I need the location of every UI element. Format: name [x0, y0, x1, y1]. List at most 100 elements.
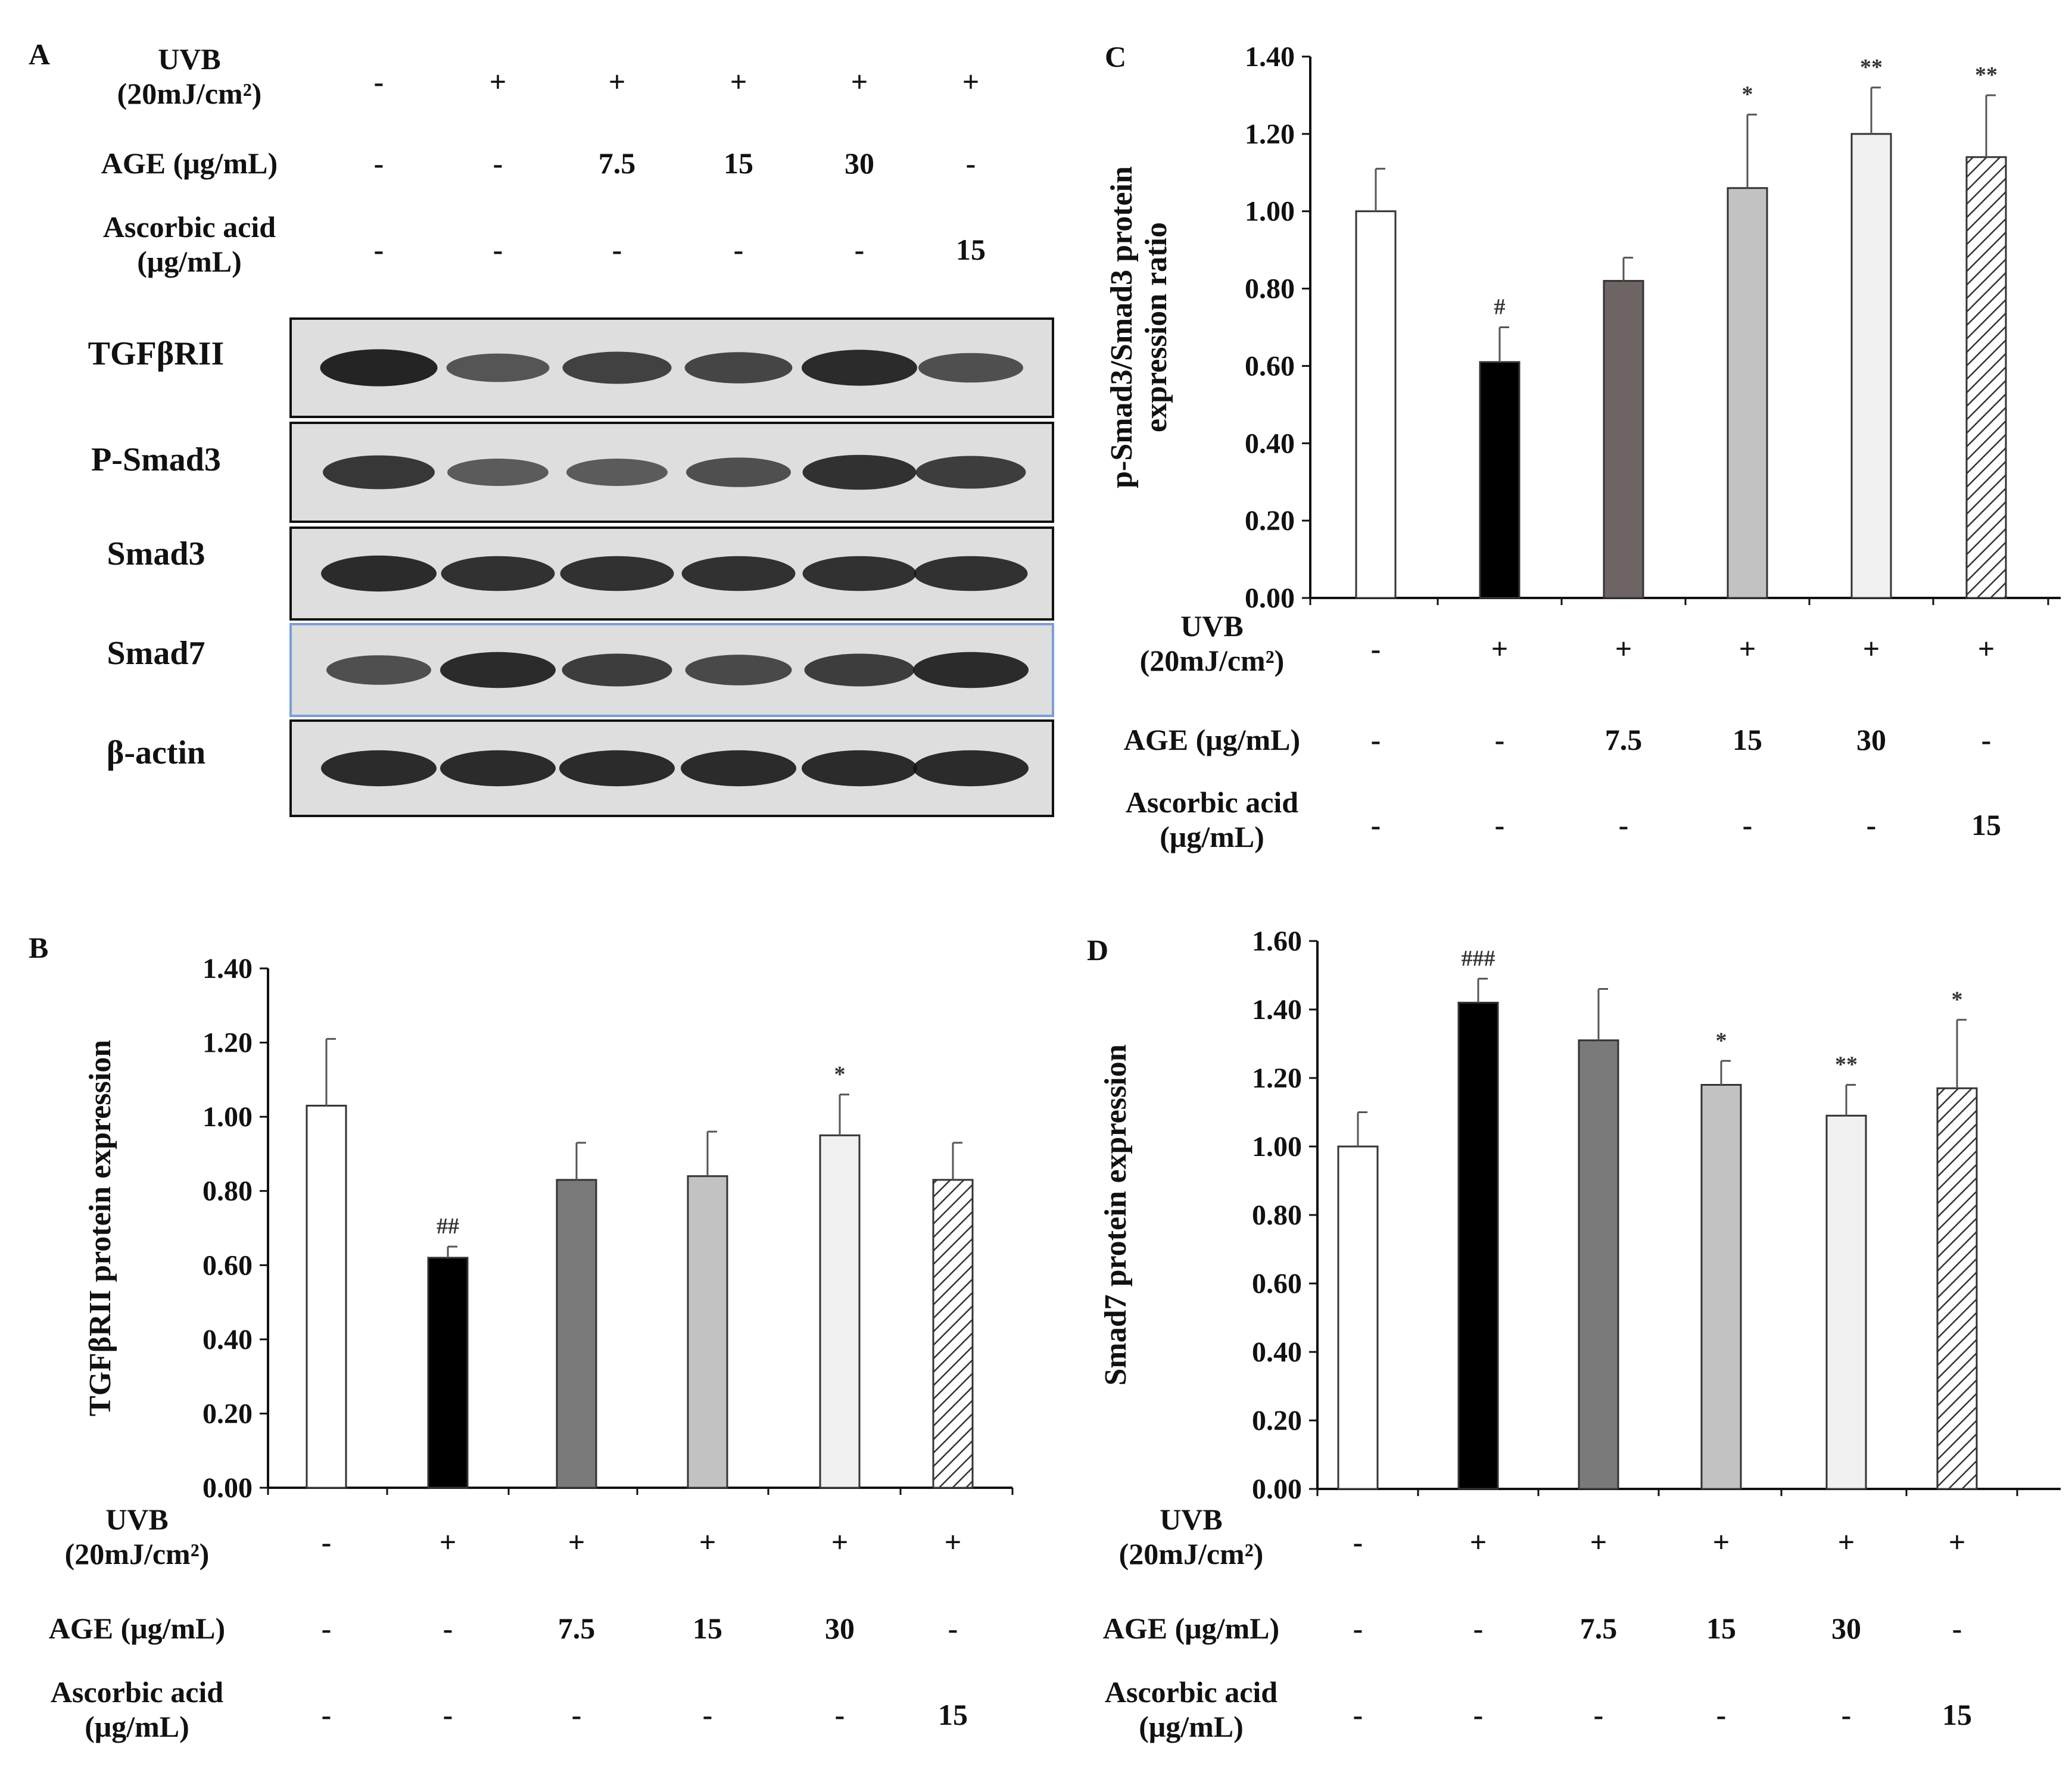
- y-tick-label: 0.20: [1245, 505, 1295, 537]
- blot-band: [802, 750, 917, 787]
- y-tick-label: 0.80: [202, 1176, 253, 1207]
- y-tick-label: 0.60: [1252, 1268, 1302, 1300]
- bar: [1825, 1114, 1867, 1490]
- y-tick-label: 1.20: [202, 1027, 253, 1059]
- panel-b-ascorbic-value: -: [322, 1698, 332, 1731]
- blot-band: [440, 750, 556, 787]
- bar: [1578, 1039, 1619, 1490]
- significance-mark: *: [1742, 82, 1753, 107]
- panel-c-age-value: -: [1495, 723, 1505, 756]
- western-blots: TGFβRII P-Smad3 Smad3 Smad7 β-actin: [88, 317, 1054, 817]
- blot-band: [913, 652, 1029, 688]
- panel-a-age-value: -: [374, 147, 384, 180]
- panel-b-uvb-value: -: [322, 1525, 332, 1559]
- panel-d-ascorbic-value: -: [1716, 1698, 1727, 1731]
- panel-c-age-value: 30: [1856, 723, 1886, 756]
- panel-a-label: A: [29, 38, 50, 71]
- bar: [1457, 1002, 1499, 1490]
- y-tick-label: 1.40: [1252, 994, 1302, 1026]
- y-tick-label: 1.00: [1252, 1131, 1302, 1163]
- panel-d-age-value: -: [1473, 1612, 1484, 1645]
- panel-c-age-label: AGE (μg/mL): [1124, 723, 1300, 756]
- panel-b-ascorbic-unit: (μg/mL): [85, 1710, 189, 1743]
- y-tick-label: 1.00: [202, 1101, 253, 1133]
- panel-d-uvb-label: UVB: [1160, 1503, 1223, 1536]
- panel-c-age-value: -: [1981, 723, 1992, 756]
- y-tick-label: 1.40: [202, 953, 253, 984]
- bar: [1965, 156, 2007, 599]
- panel-d-uvb-unit: (20mJ/cm²): [1119, 1537, 1264, 1571]
- blot-band: [685, 655, 792, 686]
- y-tick-label: 0.40: [1245, 428, 1295, 459]
- panel-c-ascorbic-label: Ascorbic acid: [1126, 786, 1298, 819]
- panel-b-uvb-value: +: [945, 1525, 962, 1559]
- panel-b-age-value: -: [322, 1612, 332, 1645]
- y-tick-label: 0.40: [202, 1324, 253, 1356]
- panel-d-age-value: 7.5: [1580, 1612, 1618, 1645]
- blot-band: [918, 353, 1023, 383]
- bar: [1479, 361, 1520, 599]
- blot-band: [321, 555, 437, 592]
- panel-a: A UVB(20mJ/cm²) AGE (μg/mL) Ascorbic acid(…: [29, 38, 1054, 817]
- bar: [306, 1104, 347, 1489]
- y-tick-label: 0.20: [1252, 1405, 1302, 1437]
- significance-mark: **: [1975, 63, 1998, 88]
- panel-a-age-value: -: [493, 147, 503, 180]
- blot-band: [802, 454, 917, 490]
- panel-a-age-label: AGE (μg/mL): [101, 147, 278, 180]
- panel-b-uvb-unit: (20mJ/cm²): [65, 1537, 210, 1571]
- panel-a-uvb-label: UVB: [158, 42, 221, 76]
- panel-d-age-label: AGE (μg/mL): [1103, 1612, 1279, 1645]
- significance-mark: **: [1860, 55, 1883, 80]
- panel-c-ascorbic-unit: (μg/mL): [1160, 820, 1264, 853]
- panel-b-uvb-value: +: [831, 1525, 849, 1559]
- panel-c-ascorbic-value: -: [1743, 808, 1753, 842]
- panel-c-uvb-value: -: [1371, 632, 1381, 665]
- blot-0: TGFβRII: [88, 317, 1054, 418]
- panel-a-age-value: 7.5: [599, 147, 636, 180]
- panel-d-chart: D 0.00 0.20 0.40 0.60 0.80 1.00 1.20 1.40 1.60 Sma…: [1087, 926, 2061, 1743]
- panel-d-uvb-value: +: [1949, 1525, 1966, 1559]
- y-tick-label: 1.40: [1245, 41, 1295, 73]
- y-tick-label: 0.00: [202, 1472, 253, 1504]
- panel-a-uvb-value: +: [851, 65, 868, 98]
- panel-d-conditions: UVB(20mJ/cm²) AGE (μg/mL) Ascorbic acid(μg…: [1103, 1503, 1972, 1743]
- blot-band: [684, 352, 793, 384]
- blot-band: [681, 556, 796, 591]
- bar: [427, 1257, 469, 1489]
- y-axis-label: TGFβRII protein expression: [83, 1040, 117, 1416]
- blot-band: [326, 655, 431, 685]
- panel-c-chart: C 0.00 0.20 0.40 0.60 0.80 1.00 1.20 1.40 p-Smad3…: [1105, 40, 2061, 853]
- bar: [1355, 210, 1397, 599]
- significance-mark: #: [1494, 295, 1506, 320]
- panel-d-ascorbic-unit: (μg/mL): [1139, 1710, 1244, 1743]
- blot-band: [560, 556, 674, 591]
- panel-c-ascorbic-value: -: [1619, 808, 1629, 842]
- panel-d-ascorbic-value: -: [1353, 1698, 1363, 1731]
- panel-b-label: B: [29, 931, 48, 964]
- y-tick-label: 0.80: [1245, 273, 1295, 305]
- panel-c-uvb-value: +: [1615, 632, 1632, 665]
- panel-b-ascorbic-value: -: [835, 1698, 845, 1731]
- bar: [1700, 1084, 1742, 1490]
- blot-label: P-Smad3: [91, 441, 221, 478]
- blot-band: [447, 459, 549, 486]
- panel-b-ascorbic-value: -: [443, 1698, 453, 1731]
- panel-c-conditions: UVB(20mJ/cm²) AGE (μg/mL) Ascorbic acid(μg…: [1124, 609, 2001, 853]
- panel-c-age-value: -: [1371, 723, 1381, 756]
- blot-band: [681, 750, 796, 787]
- bar: [1603, 280, 1644, 599]
- panel-b-age-value: -: [948, 1612, 958, 1645]
- panel-d-ascorbic-value: -: [1842, 1698, 1852, 1731]
- panel-d-age-value: -: [1353, 1612, 1363, 1645]
- blot-band: [441, 556, 555, 591]
- panel-c-uvb-value: +: [1863, 632, 1880, 665]
- blot-band: [914, 556, 1028, 591]
- y-axis-label: expression ratio: [1139, 222, 1173, 432]
- blot-label: β-actin: [107, 734, 205, 771]
- panel-a-ascorbic-value: 15: [956, 233, 986, 266]
- panel-c-ascorbic-value: -: [1867, 808, 1877, 842]
- significance-mark: ##: [437, 1214, 459, 1239]
- panel-d-ascorbic-value: 15: [1942, 1698, 1972, 1731]
- panel-a-ascorbic-unit: (μg/mL): [137, 245, 242, 278]
